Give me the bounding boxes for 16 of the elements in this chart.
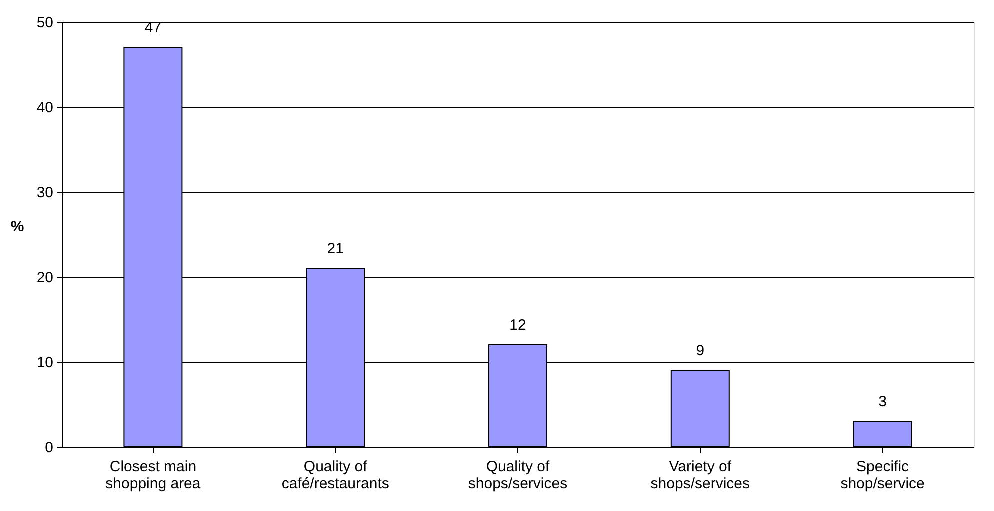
data-label: 12 xyxy=(510,317,526,334)
x-tick-label: Specific shop/service xyxy=(840,458,925,492)
data-label: 21 xyxy=(327,240,344,258)
y-tick-label: 50 xyxy=(36,14,54,32)
x-tick-label: Closest main shopping area xyxy=(106,458,202,492)
data-label: 9 xyxy=(696,342,705,360)
x-tick-label: Variety of shops/services xyxy=(650,458,750,492)
y-axis-title: % xyxy=(10,218,24,236)
y-tick-label: 10 xyxy=(36,354,54,372)
y-tick-label: 20 xyxy=(36,270,54,286)
x-tick-label: Quality of shops/services xyxy=(468,458,568,492)
y-tick-label: 30 xyxy=(36,184,54,202)
data-label: 3 xyxy=(878,394,887,410)
y-tick-label: 40 xyxy=(36,100,54,116)
y-tick-label: 0 xyxy=(45,440,54,456)
x-tick-label: Quality of café/restaurants xyxy=(282,458,390,492)
